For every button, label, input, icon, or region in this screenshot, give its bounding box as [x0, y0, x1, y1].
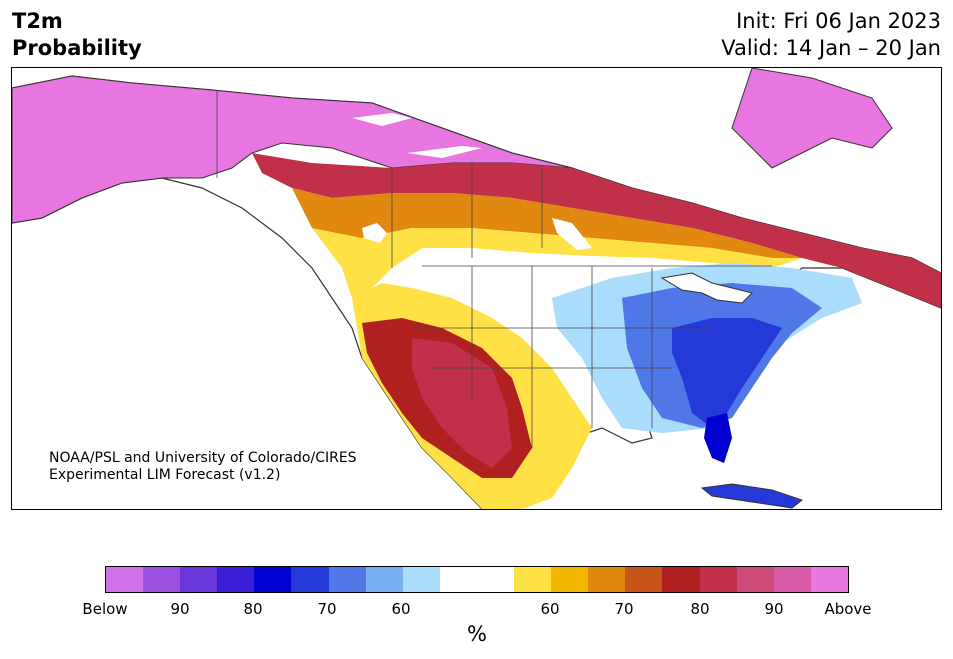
colorbar-segment [588, 567, 626, 592]
colorbar-tick-label: 70 [614, 600, 634, 618]
colorbar-segment [217, 567, 255, 592]
colorbar-tick-label: Above [824, 600, 872, 618]
colorbar-tick-label: 60 [391, 600, 411, 618]
colorbar-segment [810, 567, 848, 592]
colorbar-tick-label: 90 [170, 600, 190, 618]
colorbar-segment [106, 567, 144, 592]
init-date: Init: Fri 06 Jan 2023 [736, 9, 941, 33]
colorbar-segment [180, 567, 218, 592]
colorbar-segment [439, 567, 477, 592]
above-band-yellow [312, 228, 802, 298]
colorbar-segment [291, 567, 329, 592]
colorbar-tick-label: 80 [243, 600, 263, 618]
colorbar-segment [328, 567, 366, 592]
credit-line2: Experimental LIM Forecast (v1.2) [49, 467, 281, 483]
colorbar-segment [254, 567, 292, 592]
title-type: Probability [12, 36, 142, 60]
colorbar-segment [476, 567, 515, 592]
title-left: T2m Probability [12, 8, 142, 62]
colorbar-segment [625, 567, 663, 592]
colorbar-segment [402, 567, 440, 592]
colorbar-unit: % [467, 622, 487, 646]
valid-range: Valid: 14 Jan – 20 Jan [721, 36, 941, 60]
forecast-map [11, 67, 942, 510]
east-cold-strong [672, 318, 782, 428]
colorbar-tick-label: 60 [540, 600, 560, 618]
colorbar-tick-label: 80 [690, 600, 710, 618]
colorbar-tick-label: 90 [764, 600, 784, 618]
title-right: Init: Fri 06 Jan 2023 Valid: 14 Jan – 20… [721, 8, 941, 62]
colorbar [105, 566, 849, 593]
colorbar-segment [662, 567, 700, 592]
above-band-red [252, 153, 941, 308]
colorbar-tick-label: 70 [317, 600, 337, 618]
colorbar-segment [365, 567, 403, 592]
hudson-islands [352, 113, 592, 250]
colorbar-segment [773, 567, 811, 592]
boundaries [216, 90, 772, 448]
above-band-northeast [731, 68, 893, 169]
florida-cold [704, 413, 732, 463]
cuba [700, 483, 804, 509]
title-variable: T2m [12, 9, 63, 33]
colorbar-segment [551, 567, 589, 592]
west-warm-pink [412, 338, 512, 468]
great-lakes [660, 272, 753, 304]
colorado-spot [362, 223, 387, 243]
above-band-orange [292, 188, 802, 258]
colorbar-segment [514, 567, 552, 592]
colorbar-segment [143, 567, 181, 592]
credit-line1: NOAA/PSL and University of Colorado/CIRE… [49, 450, 357, 466]
map-canvas [12, 68, 941, 509]
credit: NOAA/PSL and University of Colorado/CIRE… [49, 450, 357, 484]
colorbar-tick-label: Below [82, 600, 128, 618]
colorbar-segment [699, 567, 737, 592]
colorbar-segment [736, 567, 774, 592]
